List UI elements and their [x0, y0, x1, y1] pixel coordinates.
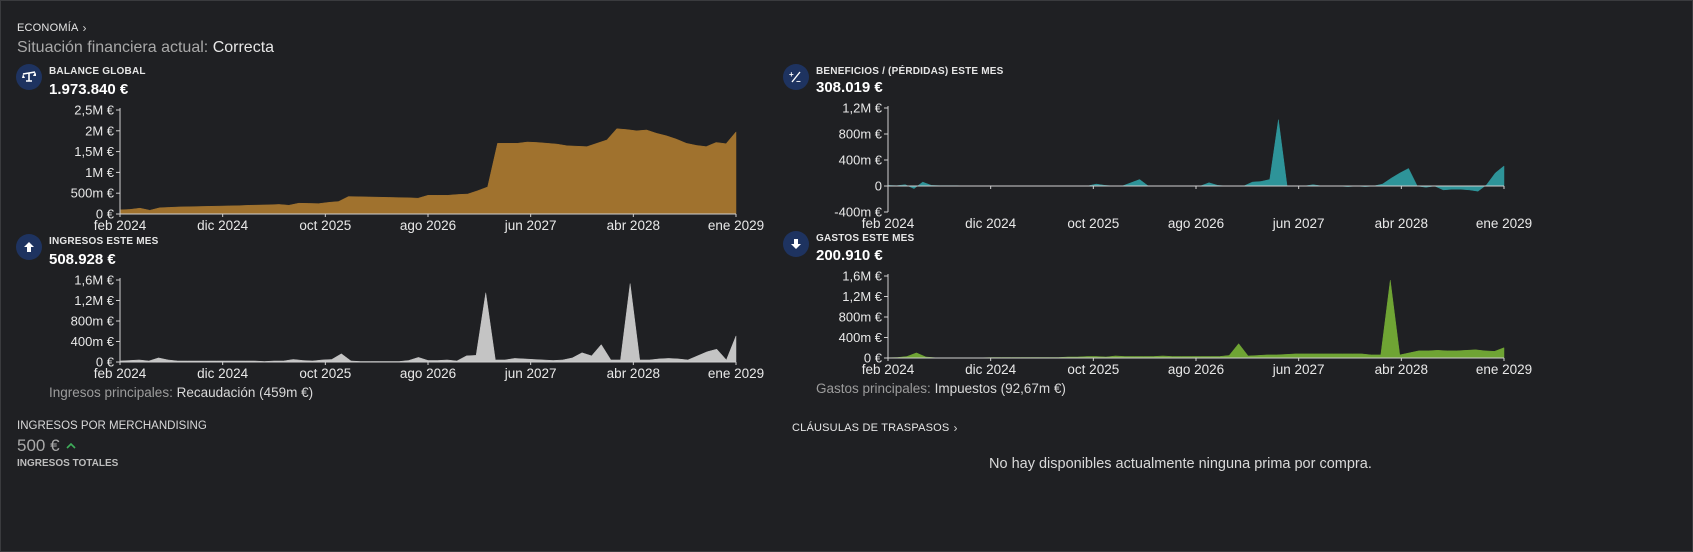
y-tick-label: 1M € [85, 165, 115, 180]
expenses-value: 200.910 € [816, 247, 883, 264]
income-footnote: Ingresos principales: Recaudación (459m … [49, 385, 313, 400]
x-tick-label: abr 2028 [607, 218, 660, 233]
x-tick-label: feb 2024 [862, 362, 915, 377]
profit-value: 308.019 € [816, 79, 883, 96]
x-tick-label: ago 2026 [1168, 362, 1224, 377]
trend-up-icon [65, 442, 76, 449]
y-tick-label: 0 € [96, 355, 115, 370]
y-tick-label: 2,5M € [74, 103, 115, 118]
y-tick-label: 800m € [71, 314, 115, 329]
x-tick-label: oct 2025 [1067, 216, 1119, 231]
y-tick-label: 800m € [839, 127, 883, 142]
x-tick-label: ene 2029 [708, 366, 764, 381]
x-tick-label: feb 2024 [862, 216, 915, 231]
x-tick-label: dic 2024 [197, 218, 249, 233]
economy-section-link[interactable]: ECONOMÍA › [17, 21, 87, 35]
merch-sub-label: INGRESOS TOTALES [17, 458, 119, 469]
transfer-clauses-link[interactable]: CLÁUSULAS DE TRASPASOS › [792, 421, 958, 435]
profit-label: BENEFICIOS / (PÉRDIDAS) ESTE MES [816, 66, 1004, 77]
x-tick-label: dic 2024 [965, 362, 1017, 377]
x-tick-label: abr 2028 [607, 366, 660, 381]
expenses-chart: 0 € 400m € 800m € 1,2M € 1,6M € feb 2024 dic 2… [839, 269, 1533, 378]
expenses-footnote: Gastos principales: Impuestos (92,67m €) [816, 381, 1066, 396]
percent-plus-minus-icon: + − [783, 64, 809, 90]
area-series [119, 283, 737, 363]
y-tick-label: 500m € [71, 186, 115, 201]
x-tick-label: ene 2029 [708, 218, 764, 233]
x-tick-label: abr 2028 [1375, 216, 1428, 231]
financial-status: Situación financiera actual: Correcta [17, 39, 274, 57]
x-tick-label: feb 2024 [94, 366, 147, 381]
expenses-label: GASTOS ESTE MES [816, 233, 915, 244]
x-tick-label: jun 2027 [1272, 216, 1325, 231]
x-tick-label: feb 2024 [94, 218, 147, 233]
area-series [887, 119, 1505, 192]
merch-value: 500 € [17, 436, 60, 455]
x-tick-label: ago 2026 [400, 366, 456, 381]
y-tick-label: 1,2M € [842, 289, 883, 304]
y-tick-label: 1,6M € [74, 273, 115, 288]
balance-scale-icon [16, 64, 42, 90]
transfer-clauses-label: CLÁUSULAS DE TRASPASOS [792, 422, 950, 434]
y-tick-label: 800m € [839, 310, 883, 325]
balance-value: 1.973.840 € [49, 81, 129, 98]
transfer-empty-message: No hay disponibles actualmente ninguna p… [989, 456, 1372, 472]
x-tick-label: oct 2025 [299, 366, 351, 381]
x-tick-label: ene 2029 [1476, 216, 1532, 231]
x-tick-label: jun 2027 [504, 366, 557, 381]
y-tick-label: 1,2M € [842, 101, 883, 116]
profit-chart: -400m € 0 400m € 800m € 1,2M € feb 2024 dic 20… [834, 101, 1532, 232]
status-prefix: Situación financiera actual: [17, 39, 209, 56]
x-tick-label: jun 2027 [1272, 362, 1325, 377]
x-tick-label: oct 2025 [1067, 362, 1119, 377]
income-chart: 0 € 400m € 800m € 1,2M € 1,6M € feb 2024 dic 2… [71, 273, 765, 382]
y-tick-label: 400m € [839, 153, 883, 168]
arrow-up-icon [16, 234, 42, 260]
expenses-footnote-prefix: Gastos principales: [816, 381, 931, 396]
income-footnote-value: Recaudación (459m €) [176, 385, 314, 400]
y-tick-label: -400m € [834, 205, 882, 220]
x-tick-label: ene 2029 [1476, 362, 1532, 377]
balance-label: BALANCE GLOBAL [49, 66, 146, 77]
x-tick-label: abr 2028 [1375, 362, 1428, 377]
y-tick-label: 2M € [85, 123, 115, 138]
x-tick-label: jun 2027 [504, 218, 557, 233]
x-tick-label: ago 2026 [400, 218, 456, 233]
x-tick-label: oct 2025 [299, 218, 351, 233]
chevron-right-icon: › [82, 21, 87, 35]
area-series [119, 128, 737, 215]
economy-link-label: ECONOMÍA [17, 22, 79, 34]
income-label: INGRESOS ESTE MES [49, 236, 159, 247]
y-tick-label: 1,2M € [74, 293, 115, 308]
y-tick-label: 400m € [839, 330, 883, 345]
y-tick-label: 1,5M € [74, 144, 115, 159]
x-tick-label: dic 2024 [197, 366, 249, 381]
income-value: 508.928 € [49, 251, 116, 268]
chevron-right-icon: › [953, 421, 958, 435]
area-series [887, 280, 1505, 359]
merch-label: INGRESOS POR MERCHANDISING [17, 420, 207, 432]
balance-chart: 0 € 500m € 1M € 1,5M € 2M € 2,5M € feb 2024 dic… [71, 103, 765, 234]
y-tick-label: 0 € [864, 351, 883, 366]
status-value: Correcta [212, 39, 275, 56]
merch-value-row: 500 € [17, 436, 76, 456]
y-tick-label: 0 € [96, 207, 115, 222]
x-tick-label: ago 2026 [1168, 216, 1224, 231]
y-tick-label: 1,6M € [842, 269, 883, 284]
expenses-footnote-value: Impuestos (92,67m €) [934, 381, 1066, 396]
svg-text:+: + [789, 70, 794, 79]
x-tick-label: dic 2024 [965, 216, 1017, 231]
svg-text:−: − [796, 77, 801, 84]
arrow-down-icon [783, 231, 809, 257]
income-footnote-prefix: Ingresos principales: [49, 385, 173, 400]
y-tick-label: 0 [875, 179, 882, 194]
y-tick-label: 400m € [71, 334, 115, 349]
